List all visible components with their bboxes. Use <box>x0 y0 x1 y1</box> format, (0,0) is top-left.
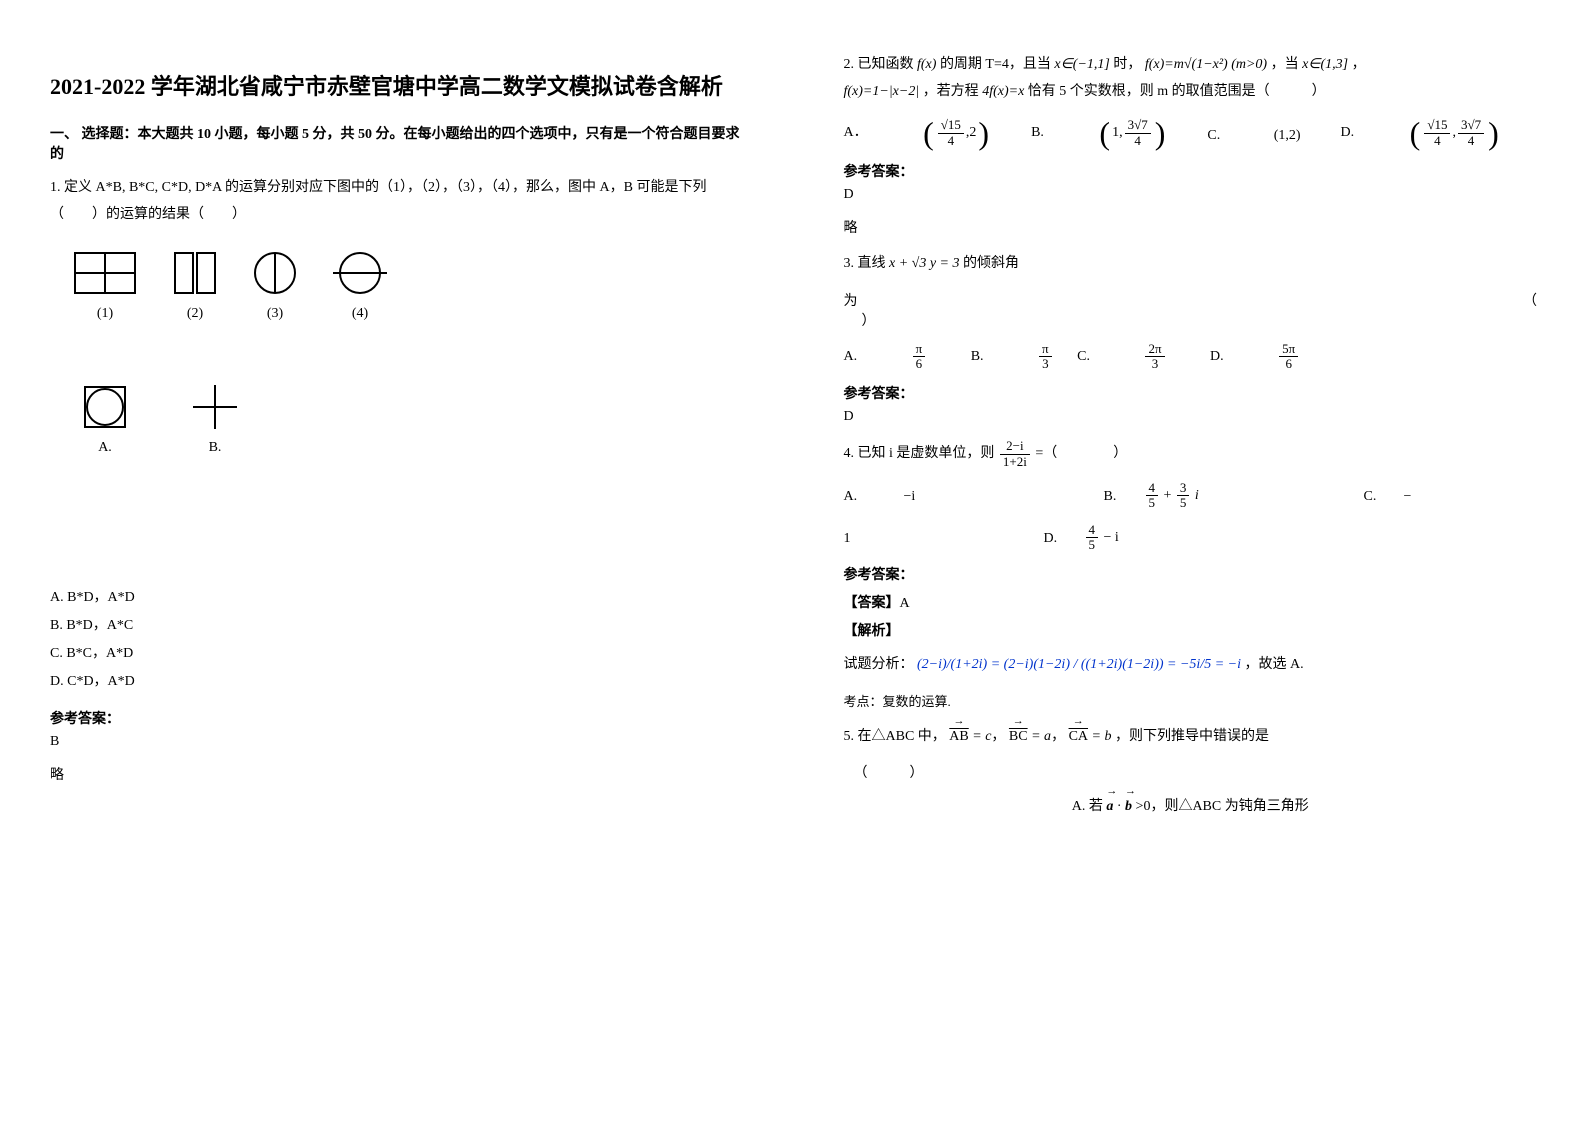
q2-p4: ，当 <box>1271 57 1299 72</box>
q2-int2: x∈(1,3] <box>1302 57 1348 72</box>
q5-s2: ，则下列推导中错误的是 <box>1115 729 1269 744</box>
q5-ab: AB <box>949 724 968 751</box>
q4-analysis: 试题分析： (2−i)/(1+2i) = (2−i)(1−2i) / ((1+2… <box>844 652 1538 679</box>
q3-ld: D. <box>1210 349 1224 364</box>
answer-a-label: A. <box>80 440 130 456</box>
page-title: 2021-2022 学年湖北省咸宁市赤壁官塘中学高二数学文模拟试卷含解析 <box>50 70 744 103</box>
q5-ca: CA <box>1069 724 1088 751</box>
q3-lc: C. <box>1077 349 1090 364</box>
q2-p1: 2. 已知函数 <box>844 57 914 72</box>
q4-formula: (2−i)/(1+2i) = (2−i)(1−2i) / ((1+2i)(1−2… <box>917 657 1241 672</box>
q2-p3: 时， <box>1113 57 1141 72</box>
q1-opt-a: A. B*D，A*D <box>50 586 362 606</box>
q5: 5. 在△ABC 中， AB = c， BC = a， CA = b ，则下列推… <box>844 724 1538 751</box>
q3-expr: x + √3 y = 3 <box>889 256 960 271</box>
q5-paren: （ ） <box>844 762 1538 782</box>
q3-ans: D <box>844 409 1538 425</box>
q4-frac: 2−i 1+2i <box>1000 439 1030 469</box>
q2-eq: 4f(x)=x <box>982 84 1024 99</box>
q4-la: A. <box>844 484 904 511</box>
q2-p6: ，若方程 <box>923 84 979 99</box>
q1-stem: 1. 定义 A*B, B*C, C*D, D*A 的运算分别对应下图中的（1），… <box>50 175 744 228</box>
q5-opta: A. 若 a · b >0，则△ABC 为钝角三角形 <box>844 794 1538 821</box>
q4-od: 45 − i <box>1084 523 1119 553</box>
q2-options: A． ( √154 , 2 ) B. ( 1, 3√74 ) <box>844 117 1538 149</box>
shape4-caption: (4) <box>330 306 390 322</box>
q5-s1: 5. 在△ABC 中， <box>844 729 946 744</box>
q4-one: 1 <box>844 526 1044 553</box>
q1-opt-c: C. B*C，A*D <box>50 642 362 662</box>
q4-ob: 45 + 35 i <box>1144 481 1364 511</box>
q4-answer-tag: 【答案】A <box>844 592 1538 612</box>
q2-ld: D. <box>1341 125 1355 140</box>
q2-optd-expr: ( √154 , 3√74 ) <box>1408 117 1501 149</box>
q3-s2: 的倾斜角 <box>963 256 1019 271</box>
q4-jiexi: 【解析】 <box>844 620 1538 640</box>
section-heading: 一、 选择题：本大题共 10 小题，每小题 5 分，共 50 分。在每小题给出的… <box>50 123 744 163</box>
answer-b-label: B. <box>190 440 240 456</box>
q4-options-row2: 1 D. 45 − i <box>844 523 1538 553</box>
shape-1 <box>70 248 140 298</box>
q4-lc: C. <box>1364 484 1404 511</box>
q4-ans-label: 参考答案： <box>844 564 1538 584</box>
shape-4 <box>330 248 390 298</box>
q2-def1: f(x)=m√(1−x²) (m>0) <box>1145 57 1267 72</box>
shape2-caption: (2) <box>170 306 220 322</box>
q2-fx: f(x) <box>917 57 936 72</box>
q2-int1: x∈(−1,1] <box>1054 57 1109 72</box>
q2-optc: (1,2) <box>1274 128 1301 143</box>
q3-paren-open: （ <box>1523 290 1537 310</box>
q3-s1: 3. 直线 <box>844 256 886 271</box>
q5-bc: BC <box>1009 724 1028 751</box>
q2-ans-label: 参考答案： <box>844 161 1538 181</box>
q2-opta-expr: ( √154 , 2 ) <box>921 117 991 149</box>
q1-answer-shapes: A. B. <box>80 382 744 456</box>
q4-s2: =（ ） <box>1035 446 1127 461</box>
q2-optb-expr: ( 1, 3√74 ) <box>1097 117 1167 149</box>
q4-ld: D. <box>1044 526 1084 553</box>
q1-opt-b: B. B*D，A*C <box>50 614 362 634</box>
q3: 3. 直线 x + √3 y = 3 的倾斜角 <box>844 251 1538 278</box>
q2-p2: 的周期 T=4，且当 <box>940 57 1051 72</box>
q3-ans-label: 参考答案： <box>844 383 1538 403</box>
q4-options-row1: A. −i B. 45 + 35 i C. − <box>844 481 1538 511</box>
q2-p5: ， <box>1352 57 1366 72</box>
q1-lue: 略 <box>50 764 744 784</box>
q4-kaodian: 考点：复数的运算. <box>844 691 1538 710</box>
q2-la: A． <box>844 125 868 140</box>
q2-def2: f(x)=1−|x−2| <box>844 84 920 99</box>
q4: 4. 已知 i 是虚数单位，则 2−i 1+2i =（ ） <box>844 439 1538 469</box>
q2-p7: 恰有 5 个实数根，则 m 的取值范围是（ ） <box>1028 84 1326 99</box>
q4-s1: 4. 已知 i 是虚数单位，则 <box>844 446 995 461</box>
q1-options: A. B*D，A*D B. B*D，A*C C. B*C，A*D D. C*D，… <box>50 586 744 698</box>
q3-paren: ） <box>844 310 1538 330</box>
q4-lb: B. <box>1104 484 1144 511</box>
shape1-caption: (1) <box>70 306 140 322</box>
shape-2 <box>170 248 220 298</box>
answer-shape-a <box>80 382 130 432</box>
q3-options: A. π6 B. π3 C. 2π3 D. 5π6 <box>844 342 1538 372</box>
q2-lb: B. <box>1031 125 1044 140</box>
q1-shapes: (1) (2) (3) (4 <box>70 248 744 322</box>
q4-oc: − <box>1404 484 1412 511</box>
q3-lb: B. <box>971 349 984 364</box>
q3-la: A. <box>844 349 858 364</box>
q2-ans: D <box>844 187 1538 203</box>
q1-answer-label: 参考答案： <box>50 708 744 728</box>
q3-wei: 为 <box>844 290 858 310</box>
answer-shape-b <box>190 382 240 432</box>
q4-oa: −i <box>904 484 1104 511</box>
q2-lue: 略 <box>844 217 1538 237</box>
q1-answer: B <box>50 734 744 750</box>
shape3-caption: (3) <box>250 306 300 322</box>
q2-lc: C. <box>1207 128 1220 143</box>
q1-opt-d: D. C*D，A*D <box>50 670 362 690</box>
shape-3 <box>250 248 300 298</box>
q2: 2. 已知函数 f(x) 的周期 T=4，且当 x∈(−1,1] 时， f(x)… <box>844 52 1538 105</box>
